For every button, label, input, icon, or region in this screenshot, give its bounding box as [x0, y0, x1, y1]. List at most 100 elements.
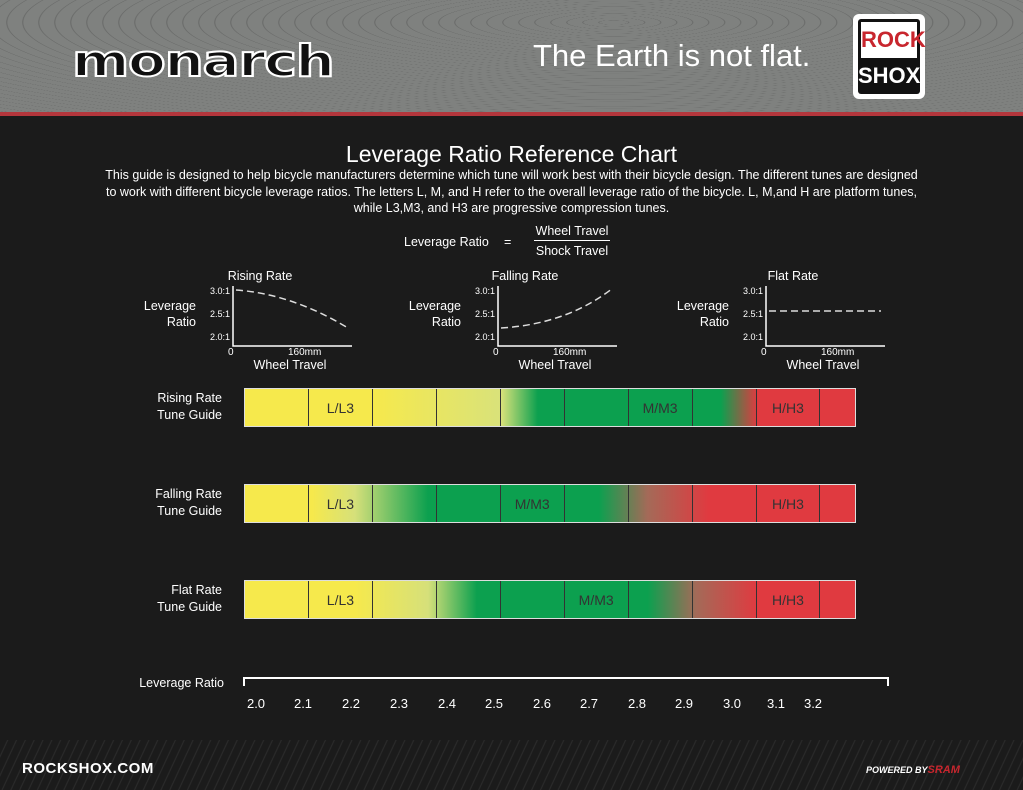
guide-label: Flat Rate Tune Guide [157, 583, 222, 614]
bar-cell [373, 485, 437, 522]
formula-denominator: Shock Travel [535, 244, 609, 258]
bar-cell [373, 389, 437, 426]
bar-cell [437, 485, 501, 522]
tune-guide-bar: L/L3 M/M3 H/H3 [244, 580, 856, 619]
axis-tick-label: 3.0 [722, 696, 742, 711]
tick: 2.0:1 [209, 332, 230, 342]
header: monarch The Earth is not flat. ROCK SHOX [0, 0, 1023, 116]
tick: 3.0:1 [742, 286, 763, 296]
axis-tick-label: 2.5 [484, 696, 504, 711]
mini-chart-title: Rising Rate [227, 269, 293, 283]
mini-chart-title: Falling Rate [491, 269, 559, 283]
tune-label: M/M3 [501, 485, 565, 522]
x-min: 0 [228, 347, 234, 358]
tick: 2.0:1 [742, 332, 763, 342]
tick: 2.5:1 [474, 309, 495, 319]
axis-tick-label: 2.7 [579, 696, 599, 711]
mini-chart-ylabel: Leverage Ratio [676, 299, 729, 329]
monarch-logo: monarch [71, 35, 336, 88]
bar-cell [629, 485, 693, 522]
page-title: Leverage Ratio Reference Chart [345, 141, 678, 167]
mini-chart-plot [765, 286, 885, 347]
tick: 3.0:1 [474, 286, 495, 296]
axis-tick-label: 2.6 [532, 696, 552, 711]
footer: ROCKSHOX.COM POWERED BYSRAM [0, 740, 1023, 790]
mini-chart-title: Flat Rate [767, 269, 819, 283]
mini-chart-ylabel: Leverage Ratio [143, 299, 196, 329]
axis-tick-label: 2.9 [674, 696, 694, 711]
bar-cell [693, 581, 757, 618]
sram-text: SRAM [927, 764, 960, 776]
mini-chart-2: Flat Rate Leverage Ratio 3.0:1 2.5:1 2.0:… [663, 268, 923, 378]
powered-text: POWERED BY [866, 765, 928, 775]
guide-label: Falling Rate Tune Guide [155, 487, 222, 518]
curve [235, 289, 349, 329]
axis-label: Leverage Ratio [139, 676, 224, 690]
axis-tick-label: 2.3 [389, 696, 409, 711]
bar-cell [693, 485, 757, 522]
tune-label: H/H3 [757, 485, 821, 522]
formula-numerator: Wheel Travel [534, 224, 610, 241]
bar-cell [629, 581, 693, 618]
tune-label: M/M3 [629, 389, 693, 426]
x-min: 0 [493, 347, 499, 358]
bar-cell [820, 581, 855, 618]
powered-by-sram-logo: POWERED BYSRAM [866, 764, 960, 776]
axis-tick-label: 2.2 [341, 696, 361, 711]
bar-cell [437, 581, 501, 618]
tick: 2.0:1 [474, 332, 495, 342]
bar-cell [565, 389, 629, 426]
site-link[interactable]: ROCKSHOX.COM [22, 760, 154, 777]
formula-label: Leverage Ratio [404, 235, 489, 249]
axis-tick-label: 2.0 [246, 696, 266, 711]
tune-label: L/L3 [309, 581, 373, 618]
logo-rock: ROCK [861, 22, 926, 58]
mini-chart-plot [497, 286, 617, 347]
tune-label: L/L3 [309, 389, 373, 426]
mini-chart-plot [232, 286, 352, 347]
bar-cell [820, 485, 855, 522]
bar-cell [565, 485, 629, 522]
x-max: 160mm [821, 347, 855, 358]
tune-label: H/H3 [757, 389, 821, 426]
axis-tick-label: 2.8 [627, 696, 647, 711]
bar-cell [245, 485, 309, 522]
x-max: 160mm [288, 347, 322, 358]
bar-cell [437, 389, 501, 426]
tick: 2.5:1 [209, 309, 230, 319]
axis-tick-label: 2.4 [437, 696, 457, 711]
bar-cell [373, 581, 437, 618]
formula-equals: = [504, 235, 512, 249]
x-min: 0 [761, 347, 767, 358]
tune-label: L/L3 [309, 485, 373, 522]
bar-cell [245, 581, 309, 618]
tune-guide-bar: L/L3 M/M3 H/H3 [244, 484, 856, 523]
bar-cell [693, 389, 757, 426]
x-label: Wheel Travel [253, 358, 327, 372]
bar-cell [501, 389, 565, 426]
rockshox-logo: ROCK SHOX [853, 14, 926, 99]
x-label: Wheel Travel [518, 358, 592, 372]
tune-guide-bar: L/L3 M/M3 H/H3 [244, 388, 856, 427]
tagline: The Earth is not flat. [533, 38, 811, 73]
bar-cell [820, 389, 855, 426]
guide-label: Rising Rate Tune Guide [157, 391, 222, 422]
logo-shox: SHOX [858, 63, 921, 88]
axis-tick-label: 3.2 [803, 696, 823, 711]
x-max: 160mm [553, 347, 587, 358]
tune-label: M/M3 [565, 581, 629, 618]
mini-chart-ylabel: Leverage Ratio [408, 299, 461, 329]
bar-cell [245, 389, 309, 426]
tick: 2.5:1 [742, 309, 763, 319]
intro-text: This guide is designed to help bicycle m… [105, 168, 918, 215]
x-label: Wheel Travel [786, 358, 860, 372]
tune-label: H/H3 [757, 581, 821, 618]
bar-cell [501, 581, 565, 618]
axis-tick-label: 2.1 [293, 696, 313, 711]
curve [500, 287, 614, 329]
axis-tick-label: 3.1 [766, 696, 786, 711]
axis-bracket [243, 677, 889, 686]
mini-chart-1: Falling Rate Leverage Ratio 3.0:1 2.5:1 2… [395, 268, 655, 378]
tick: 3.0:1 [209, 286, 230, 296]
mini-chart-0: Rising Rate Leverage Ratio 3.0:1 2.5:1 2.… [130, 268, 390, 378]
